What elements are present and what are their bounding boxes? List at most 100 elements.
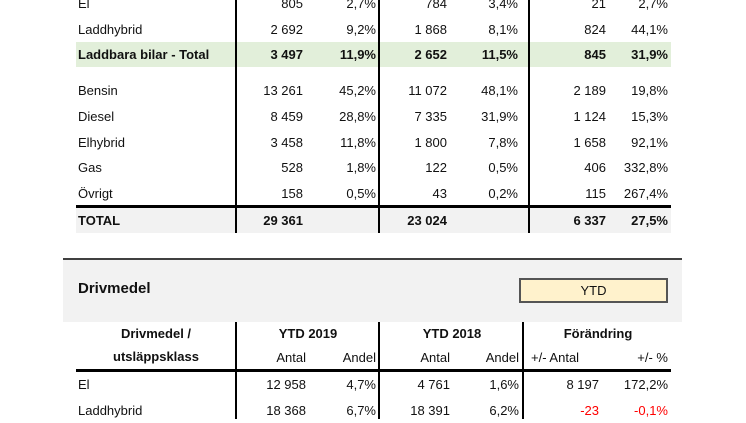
andel-2018: 11,5% xyxy=(481,47,518,62)
row-label: Elhybrid xyxy=(78,135,125,150)
diff-pct: 31,9% xyxy=(631,47,668,62)
header-ytd-2018: YTD 2018 xyxy=(422,326,482,341)
andel-2019: 4,7% xyxy=(346,377,376,392)
antal-2019: 528 xyxy=(281,160,303,175)
antal-2018: 4 761 xyxy=(417,377,450,392)
header-forandring: Förändring xyxy=(563,326,633,341)
diff-pct: 2,7% xyxy=(638,0,668,11)
table-row: Bensin 13 261 45,2% 11 072 48,1% 2 189 19,8% xyxy=(76,78,671,103)
diff-antal: 2 189 xyxy=(573,83,606,98)
header-andel-2019: Andel xyxy=(342,350,376,365)
diff-antal: 1 658 xyxy=(573,135,606,150)
table-row: Laddhybrid 18 368 6,7% 18 391 6,2% -23 -0,1% xyxy=(76,398,671,423)
antal-2018: 784 xyxy=(425,0,447,11)
header-drivmedel-line1: Drivmedel / xyxy=(120,326,192,341)
header-antal-2018: Antal xyxy=(420,350,450,365)
header-drivmedel-line2: utsläppsklass xyxy=(113,349,199,364)
table-row: Laddhybrid 2 692 9,2% 1 868 8,1% 824 44,1% xyxy=(76,17,671,42)
header-separator xyxy=(76,369,671,372)
andel-2018: 7,8% xyxy=(488,135,518,150)
drivmedel-section-header: Drivmedel YTD xyxy=(63,258,682,322)
diff-pct: 92,1% xyxy=(631,135,668,150)
header-antal-2019: Antal xyxy=(276,350,306,365)
diff-pct: 172,2% xyxy=(623,377,668,392)
andel-2018: 6,2% xyxy=(489,403,519,418)
row-label: TOTAL xyxy=(78,213,121,228)
column-divider xyxy=(235,0,237,233)
section-title: Drivmedel xyxy=(78,280,151,297)
andel-2018: 1,6% xyxy=(489,377,519,392)
andel-2019: 45,2% xyxy=(339,83,376,98)
antal-2019: 12 958 xyxy=(266,377,306,392)
table-row: El 805 2,7% 784 3,4% 21 2,7% xyxy=(76,0,671,16)
antal-2018: 43 xyxy=(432,186,447,201)
diff-antal: 6 337 xyxy=(573,213,606,228)
diff-antal: 8 197 xyxy=(566,377,599,392)
andel-2019 xyxy=(306,208,376,233)
andel-2019: 11,9% xyxy=(339,47,376,62)
diff-antal: 845 xyxy=(584,47,606,62)
antal-2018: 2 652 xyxy=(414,47,447,62)
table-row: Elhybrid 3 458 11,8% 1 800 7,8% 1 658 92,1% xyxy=(76,130,671,155)
antal-2019: 158 xyxy=(281,186,303,201)
row-label: Diesel xyxy=(78,109,115,124)
row-label: El xyxy=(78,0,90,11)
table-row: Övrigt 158 0,5% 43 0,2% 115 267,4% xyxy=(76,181,671,206)
row-label: Laddbara bilar - Total xyxy=(78,47,210,62)
antal-2018: 7 335 xyxy=(414,109,447,124)
table-row: Laddbara bilar - Total 3 497 11,9% 2 652 11,… xyxy=(76,42,671,67)
andel-2018 xyxy=(448,208,518,233)
andel-2019: 6,7% xyxy=(346,403,376,418)
antal-2019: 3 458 xyxy=(270,135,303,150)
diff-antal: 406 xyxy=(584,160,606,175)
antal-2019: 29 361 xyxy=(263,213,303,228)
diff-pct: 332,8% xyxy=(623,160,668,175)
table-row: El 12 958 4,7% 4 761 1,6% 8 197 172,2% xyxy=(76,372,671,397)
total-separator xyxy=(76,205,671,208)
andel-2019: 2,7% xyxy=(346,0,376,11)
andel-2019: 0,5% xyxy=(346,186,376,201)
ytd-period-button[interactable]: YTD xyxy=(519,278,668,303)
diff-pct: 44,1% xyxy=(631,22,668,37)
andel-2018: 31,9% xyxy=(481,109,518,124)
table-row: TOTAL 29 361 23 024 6 337 27,5% xyxy=(76,208,671,233)
diff-pct: 19,8% xyxy=(631,83,668,98)
antal-2019: 8 459 xyxy=(270,109,303,124)
antal-2018: 122 xyxy=(425,160,447,175)
header-andel-2018: Andel xyxy=(485,350,519,365)
table-row: Gas 528 1,8% 122 0,5% 406 332,8% xyxy=(76,155,671,180)
antal-2018: 11 072 xyxy=(408,83,447,98)
diff-antal: 824 xyxy=(584,22,606,37)
antal-2018: 1 868 xyxy=(414,22,447,37)
antal-2019: 3 497 xyxy=(270,47,303,62)
antal-2019: 805 xyxy=(281,0,303,11)
diff-pct: 27,5% xyxy=(631,213,668,228)
andel-2018: 3,4% xyxy=(488,0,518,11)
row-label: Bensin xyxy=(78,83,118,98)
row-label: El xyxy=(78,377,90,392)
andel-2018: 0,5% xyxy=(488,160,518,175)
andel-2018: 48,1% xyxy=(481,83,518,98)
antal-2018: 18 391 xyxy=(410,403,450,418)
diff-antal: -23 xyxy=(580,403,599,418)
antal-2019: 13 261 xyxy=(263,83,303,98)
antal-2019: 2 692 xyxy=(270,22,303,37)
andel-2018: 8,1% xyxy=(488,22,518,37)
header-diff-pct: +/- % xyxy=(637,350,668,365)
diff-pct: 15,3% xyxy=(631,109,668,124)
andel-2019: 9,2% xyxy=(346,22,376,37)
andel-2019: 28,8% xyxy=(339,109,376,124)
andel-2019: 1,8% xyxy=(346,160,376,175)
row-label: Övrigt xyxy=(78,186,113,201)
row-label: Gas xyxy=(78,160,102,175)
diff-pct: 267,4% xyxy=(623,186,668,201)
andel-2018: 0,2% xyxy=(488,186,518,201)
diff-pct: -0,1% xyxy=(634,403,668,418)
diff-antal: 1 124 xyxy=(573,109,606,124)
header-diff-antal: +/- Antal xyxy=(531,350,580,365)
table-row: Diesel 8 459 28,8% 7 335 31,9% 1 124 15,3% xyxy=(76,104,671,129)
antal-2019: 18 368 xyxy=(266,403,306,418)
column-divider xyxy=(378,0,380,233)
diff-antal: 115 xyxy=(585,186,606,201)
column-divider xyxy=(528,0,530,233)
